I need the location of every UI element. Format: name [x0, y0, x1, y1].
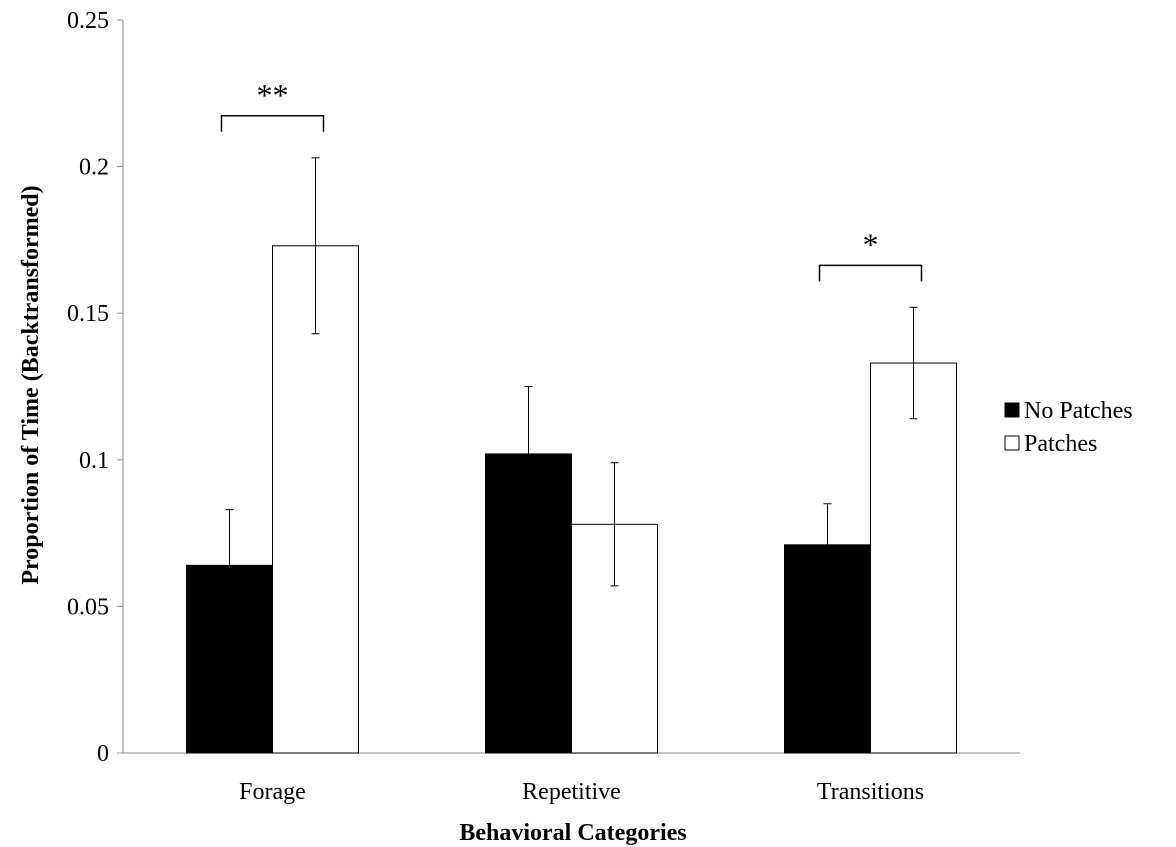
- legend: No Patches Patches: [1004, 398, 1133, 457]
- y-tick-label: 0.15: [67, 301, 109, 327]
- x-tick-label: Transitions: [817, 779, 924, 805]
- x-axis: Forage Repetitive Transitions: [123, 752, 1020, 805]
- y-tick-label: 0: [97, 741, 109, 767]
- y-axis: 0 0.05 0.1 0.15 0.2 0.25: [67, 8, 124, 767]
- legend-swatch: [1004, 435, 1020, 451]
- error-bars: [225, 157, 918, 622]
- bar-patches-transitions: [870, 362, 957, 754]
- y-tick-label: 0.25: [67, 8, 109, 34]
- legend-label: Patches: [1024, 431, 1097, 457]
- significance-bracket: [220, 115, 325, 132]
- significance-label: **: [257, 77, 289, 113]
- y-axis-title: Proportion of Time (Backtransformed): [18, 185, 44, 584]
- legend-label: No Patches: [1024, 398, 1133, 424]
- y-tick-label: 0.2: [79, 155, 109, 181]
- x-axis-title: Behavioral Categories: [459, 820, 686, 846]
- bars: [186, 245, 957, 754]
- legend-swatch: [1004, 402, 1020, 418]
- y-tick-label: 0.05: [67, 594, 109, 620]
- significance-bracket: [818, 264, 923, 282]
- significance-markers: ***: [220, 77, 923, 282]
- y-tick-label: 0.1: [79, 448, 109, 474]
- x-tick-label: Forage: [239, 779, 306, 805]
- bar-patches-forage: [272, 245, 359, 754]
- significance-label: *: [863, 226, 879, 262]
- x-tick-label: Repetitive: [522, 779, 621, 805]
